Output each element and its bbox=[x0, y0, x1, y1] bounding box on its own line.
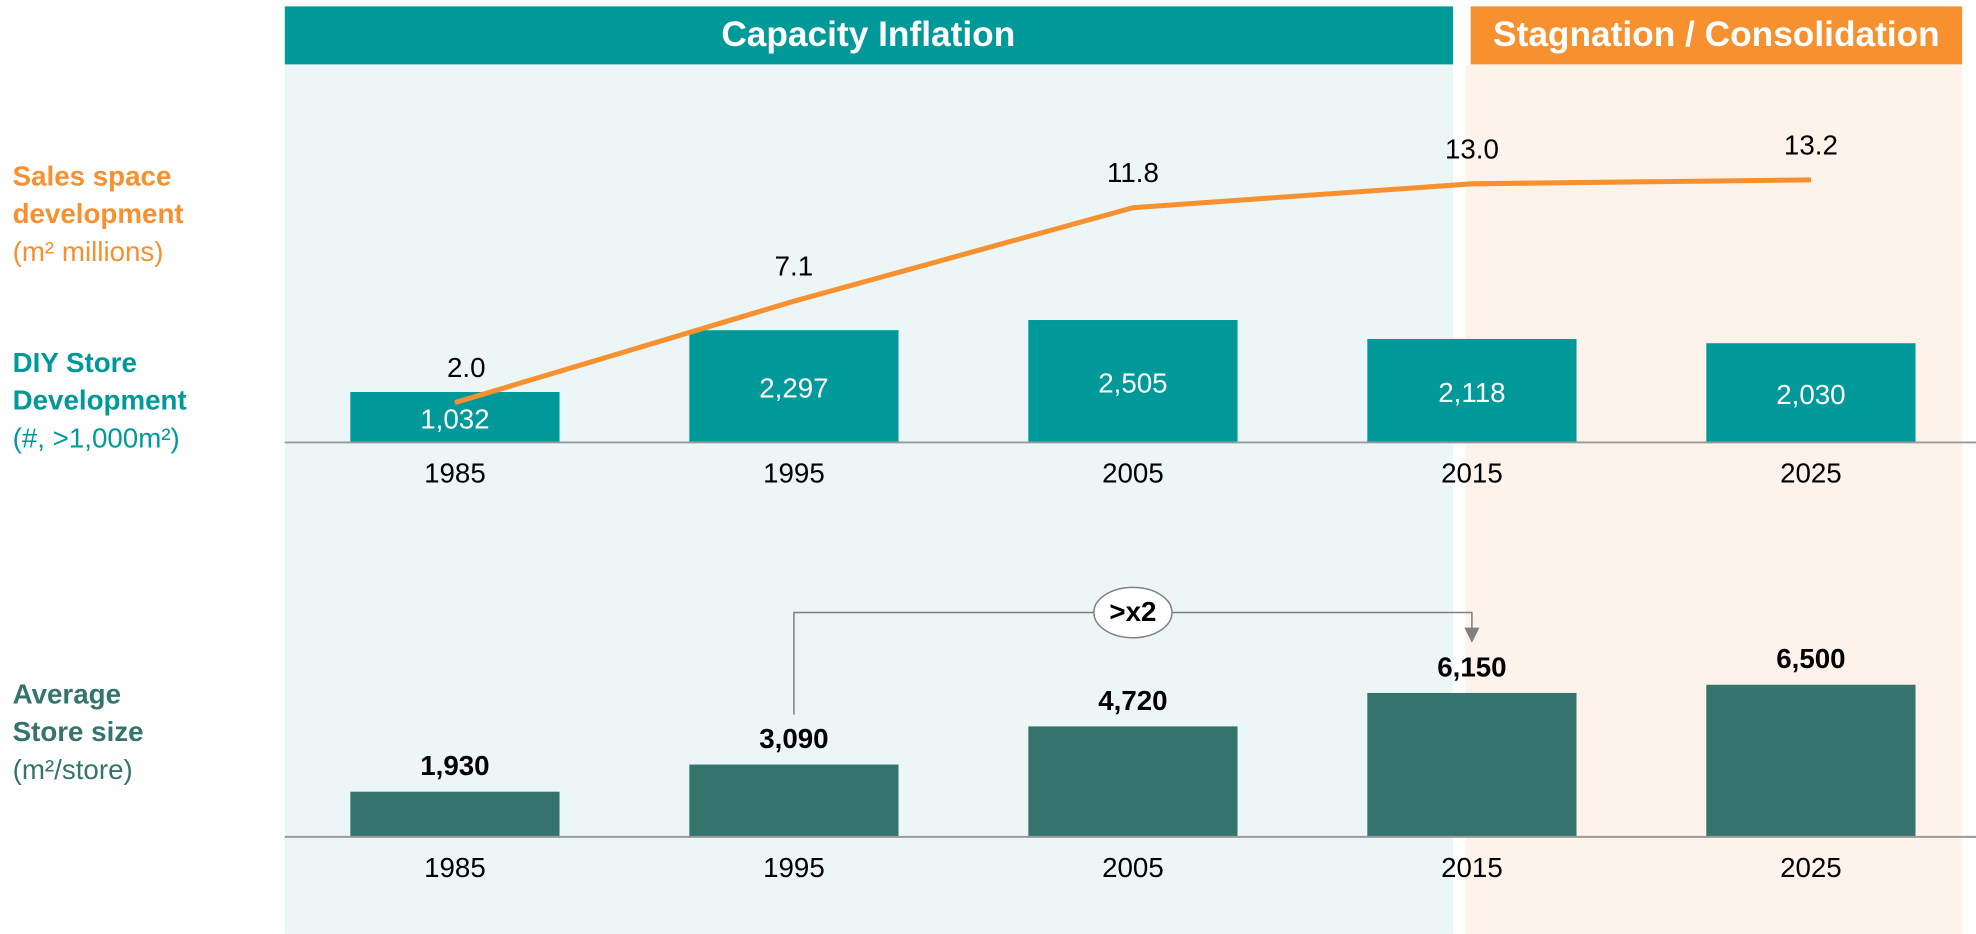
value-label: 2.0 bbox=[447, 352, 486, 383]
x-tick-label: 2005 bbox=[1102, 458, 1164, 489]
annotation-bracket bbox=[793, 611, 1094, 715]
x-tick-label: 2025 bbox=[1780, 458, 1842, 489]
value-label: 13.0 bbox=[1445, 133, 1499, 164]
side-label-text: Sales space development (m² millions) bbox=[13, 158, 196, 271]
x-tick-label: 1985 bbox=[424, 458, 486, 489]
bar bbox=[1367, 338, 1577, 443]
side-label: Sales space development (m² millions) bbox=[13, 158, 196, 271]
panel-title: Average Store size bbox=[12, 678, 144, 748]
bar bbox=[1367, 692, 1577, 837]
x-tick-label: 1995 bbox=[763, 852, 825, 883]
value-label: 7.1 bbox=[775, 251, 814, 282]
x-tick-label: 2015 bbox=[1441, 852, 1503, 883]
annotation-text: >x2 bbox=[1109, 596, 1156, 627]
x-tick-label: 2015 bbox=[1441, 458, 1503, 489]
value-label: 2,297 bbox=[759, 372, 828, 403]
value-label: 2,030 bbox=[1776, 379, 1845, 410]
value-label: 2,505 bbox=[1098, 367, 1167, 398]
panel-unit: (m²/store) bbox=[12, 753, 133, 786]
phase-header bbox=[1470, 6, 1963, 65]
phase-label: Stagnation / Consolidation bbox=[1493, 15, 1940, 54]
bar bbox=[1706, 684, 1916, 837]
side-label: Average Store size (m²/store) bbox=[13, 676, 196, 789]
value-label: 2,118 bbox=[1438, 377, 1505, 408]
bar bbox=[689, 330, 899, 443]
annotation-bracket bbox=[1171, 611, 1473, 631]
value-label: 4,720 bbox=[1098, 685, 1167, 716]
value-label: 3,090 bbox=[759, 723, 828, 754]
panel-title: DIY Store Development bbox=[12, 346, 187, 416]
annotation-badge bbox=[1093, 586, 1173, 639]
value-label: 6,150 bbox=[1437, 651, 1506, 682]
x-tick-label: 2025 bbox=[1780, 852, 1842, 883]
bar bbox=[1028, 320, 1238, 443]
bar bbox=[1706, 343, 1916, 443]
annotation-arrow bbox=[1464, 627, 1480, 643]
x-tick-label: 1985 bbox=[424, 852, 486, 883]
panel-unit: (m² millions) bbox=[12, 235, 164, 268]
panel-title: Sales space development bbox=[12, 160, 184, 230]
value-label: 1,032 bbox=[420, 403, 489, 434]
panel-unit: (#, >1,000m²) bbox=[12, 422, 180, 454]
value-label: 13.2 bbox=[1784, 129, 1838, 160]
side-label-text: Average Store size (m²/store) bbox=[13, 676, 196, 789]
phase-label: Capacity Inflation bbox=[721, 15, 1015, 54]
side-label-text: DIY Store Development (#, >1,000m²) bbox=[13, 344, 196, 457]
value-label: 11.8 bbox=[1107, 157, 1159, 188]
bar bbox=[689, 764, 899, 837]
line bbox=[454, 177, 1811, 406]
value-label: 6,500 bbox=[1776, 643, 1845, 674]
side-label: DIY Store Development (#, >1,000m²) bbox=[13, 344, 196, 457]
bar bbox=[350, 791, 560, 837]
x-tick-label: 1995 bbox=[763, 458, 825, 489]
value-label: 1,930 bbox=[420, 750, 489, 781]
x-tick-label: 2005 bbox=[1102, 852, 1164, 883]
bar bbox=[1028, 726, 1238, 837]
phase-header bbox=[284, 6, 1454, 65]
